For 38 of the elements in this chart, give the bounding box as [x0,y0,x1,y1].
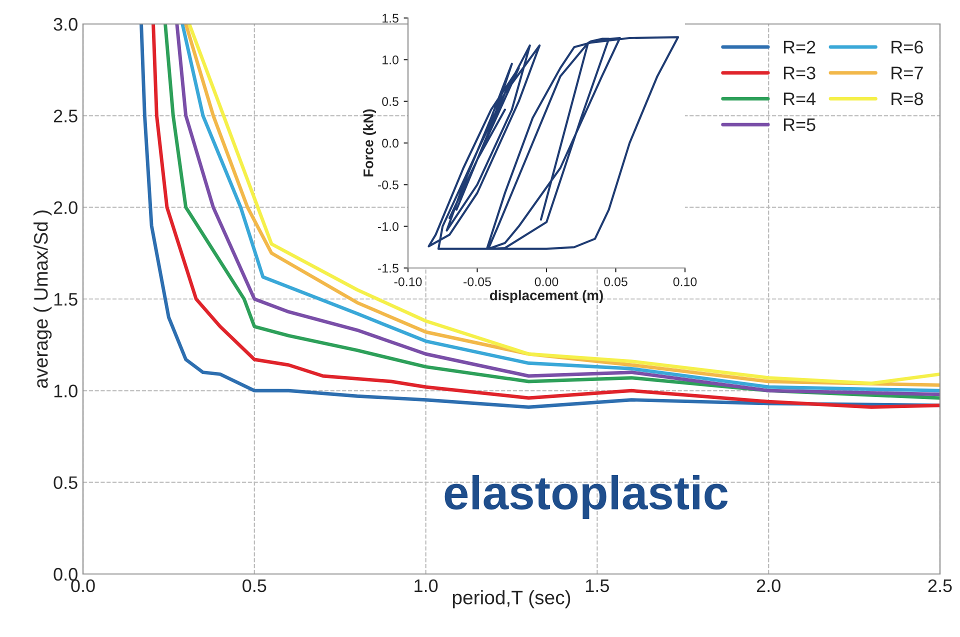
x-tick-label: 0.10 [673,277,697,286]
y-axis-title: average ( Umax/Sd ) [34,210,52,388]
x-tick-label: 0.05 [604,277,628,286]
y-tick-label: 3.0 [54,18,78,31]
x-tick-label: 0.0 [71,579,95,592]
x-tick-label: 0.5 [242,579,266,592]
x-tick-label: 0.00 [534,277,558,286]
legend-label: R=2 [784,40,816,54]
y-tick-label: 1.0 [54,384,78,398]
y-tick-label: -1.5 [378,264,398,273]
x-tick-label: 2.5 [928,579,952,592]
legend-label: R=3 [784,66,816,80]
y-tick-label: -0.5 [378,180,398,190]
x-tick-label: 1.5 [586,580,609,592]
y-tick-label: 0.5 [54,476,78,490]
x-axis-title: period,T (sec) [452,590,570,608]
y-tick-label: 2.0 [54,201,78,214]
x-tick-label: 2.0 [756,579,780,592]
legend-label: R=7 [892,66,923,80]
x-axis-title: displacement (m) [490,290,603,304]
legend-label: R=5 [784,118,816,132]
y-tick-label: 1.5 [382,14,398,23]
y-tick-label: -1.0 [378,222,398,231]
line-series [428,36,680,250]
y-tick-label: 1.5 [54,293,78,306]
x-tick-label: -0.10 [394,277,422,286]
y-tick-label: 0.0 [54,568,78,581]
y-tick-label: 1.0 [382,55,398,64]
y-tick-label: 2.5 [54,110,78,122]
legend-label: R=4 [784,92,816,106]
legend-label: R=8 [892,92,923,106]
y-tick-label: 0.0 [382,138,398,148]
legend-label: R=6 [892,40,923,54]
x-tick-label: -0.05 [464,277,491,286]
y-tick-label: 0.5 [382,97,398,106]
annotation: elastoplastic [444,474,728,519]
y-axis-title: Force (kN) [363,109,376,176]
x-tick-label: 1.0 [414,579,438,592]
